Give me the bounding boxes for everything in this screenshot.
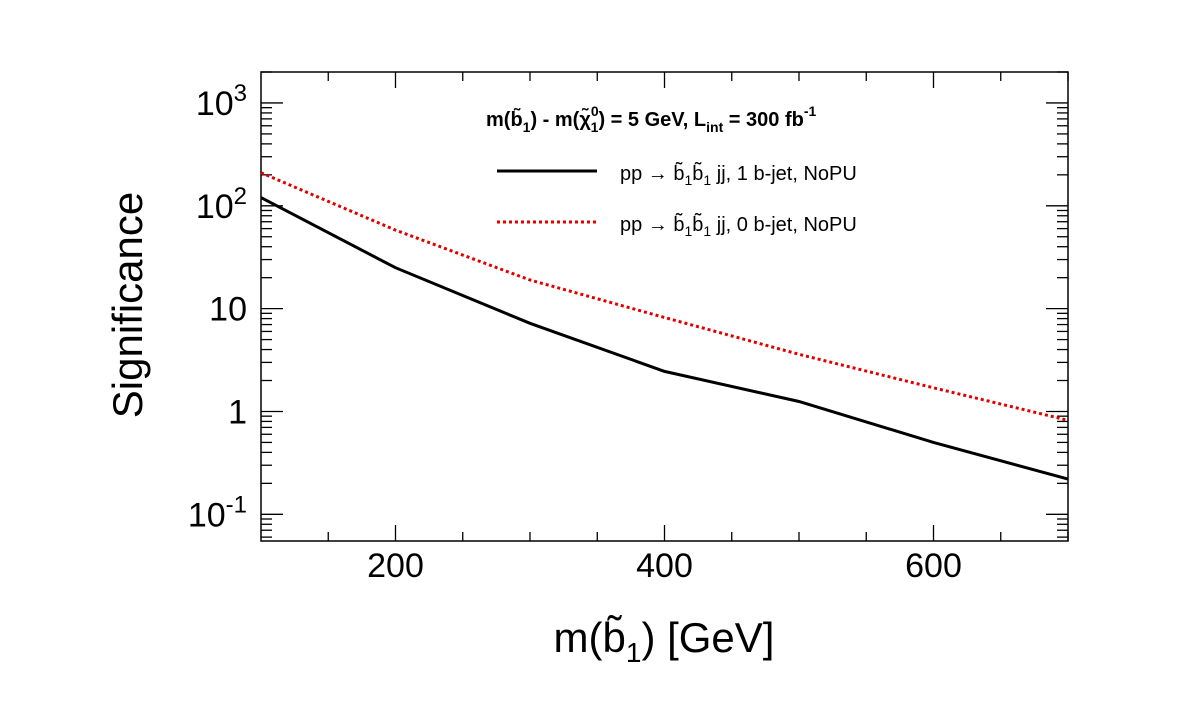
x-tick-label: 400 [636,547,693,585]
y-tick-label: 10-1 [188,491,247,534]
axis-ticks [261,71,1069,541]
x-tick-labels: 200 400 600 [367,547,962,585]
plot-frame [260,71,1069,542]
x-tick-label: 200 [367,547,424,585]
series-lines [260,171,1069,481]
legend-label-1bjet: pp → b̃1b̃1 jj, 1 b-jet, NoPU [620,162,857,188]
x-tick-label: 600 [905,547,962,585]
y-tick-labels: 10-1 1 10 102 103 [188,80,247,534]
y-tick-label: 102 [196,183,247,226]
y-tick-label: 10 [209,291,247,329]
chart-title: m(b̃1) - m(χ̃0 1) = 5 GeV, Lint = 300 fb-… [486,103,817,135]
y-tick-label: 1 [228,393,247,431]
series-line-1 [260,171,1069,422]
y-tick-label: 103 [196,80,247,123]
x-axis-title: m(b̃1) [GeV] [554,614,775,668]
series-line-0 [260,196,1069,481]
legend-label-0bjet: pp → b̃1b̃1 jj, 0 b-jet, NoPU [620,213,857,239]
legend: pp → b̃1b̃1 jj, 1 b-jet, NoPU pp → b̃1b̃… [497,162,857,239]
y-axis-title: Significance [104,192,151,418]
